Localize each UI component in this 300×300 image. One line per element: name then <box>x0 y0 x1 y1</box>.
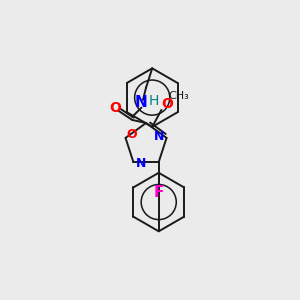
Text: N: N <box>154 130 164 143</box>
Text: N: N <box>136 157 146 170</box>
Text: CH₃: CH₃ <box>168 91 189 101</box>
Text: O: O <box>162 97 173 111</box>
Text: H: H <box>148 94 159 108</box>
Text: F: F <box>154 185 164 200</box>
Text: O: O <box>126 128 137 141</box>
Text: O: O <box>109 100 121 115</box>
Text: N: N <box>135 95 148 110</box>
